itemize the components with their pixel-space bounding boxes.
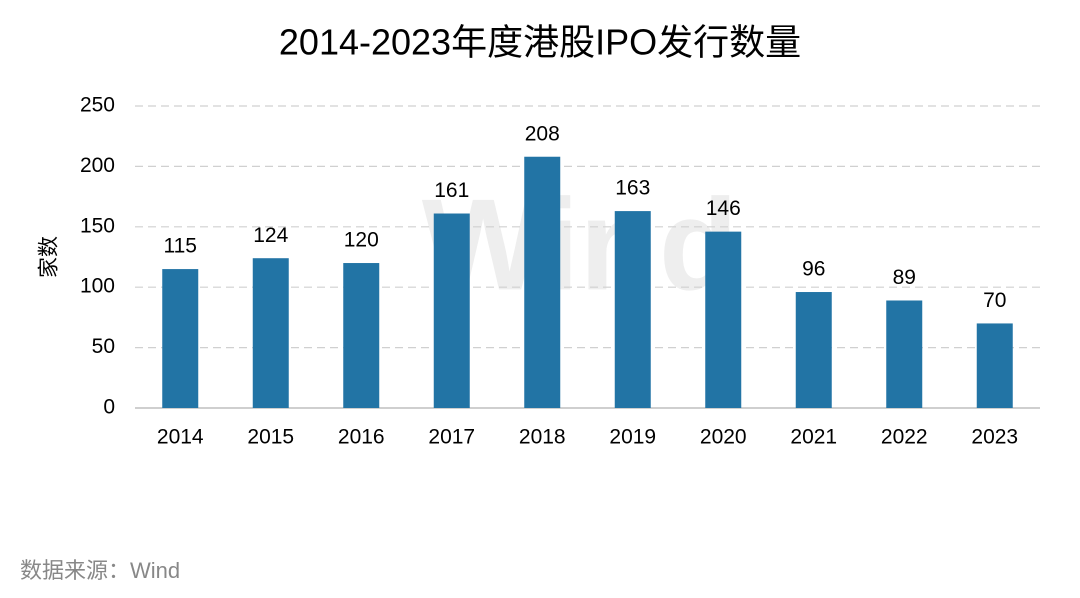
watermark: Wind — [422, 171, 739, 317]
x-tick-label: 2021 — [790, 426, 837, 449]
bar — [433, 213, 470, 408]
x-tick-label: 2014 — [157, 426, 204, 449]
y-tick-label: 50 — [92, 335, 115, 358]
bar — [343, 263, 380, 408]
y-axis-label: 家数 — [38, 236, 61, 278]
x-tick-label: 2016 — [338, 426, 385, 449]
data-label: 163 — [615, 177, 650, 200]
bar — [162, 269, 199, 408]
y-tick-label: 150 — [80, 214, 115, 237]
chart-title: 2014-2023年度港股IPO发行数量 — [279, 22, 801, 63]
data-label: 208 — [525, 122, 560, 145]
bar — [524, 156, 561, 408]
data-label: 146 — [706, 197, 741, 220]
data-label: 161 — [434, 179, 469, 202]
bar — [976, 323, 1013, 408]
bar — [252, 258, 289, 408]
bar — [705, 231, 742, 408]
x-tick-label: 2022 — [881, 426, 928, 449]
bar — [886, 300, 923, 408]
x-tick-label: 2019 — [609, 426, 656, 449]
x-tick-label: 2023 — [971, 426, 1018, 449]
data-label: 115 — [164, 235, 197, 258]
y-tick-label: 0 — [103, 396, 115, 419]
data-label: 96 — [802, 258, 825, 281]
x-tick-label: 2015 — [247, 426, 294, 449]
data-label: 120 — [344, 229, 379, 252]
data-label: 124 — [253, 224, 288, 247]
x-tick-label: 2020 — [700, 426, 747, 449]
x-tick-label: 2017 — [428, 426, 475, 449]
y-tick-label: 100 — [80, 275, 115, 298]
y-tick-label: 250 — [80, 94, 115, 117]
data-label: 70 — [983, 289, 1006, 312]
bar — [795, 292, 832, 408]
source-note: 数据来源：Wind — [20, 558, 180, 583]
bar — [614, 211, 651, 408]
y-tick-label: 200 — [80, 154, 115, 177]
x-tick-label: 2018 — [519, 426, 566, 449]
data-label: 89 — [893, 266, 916, 289]
